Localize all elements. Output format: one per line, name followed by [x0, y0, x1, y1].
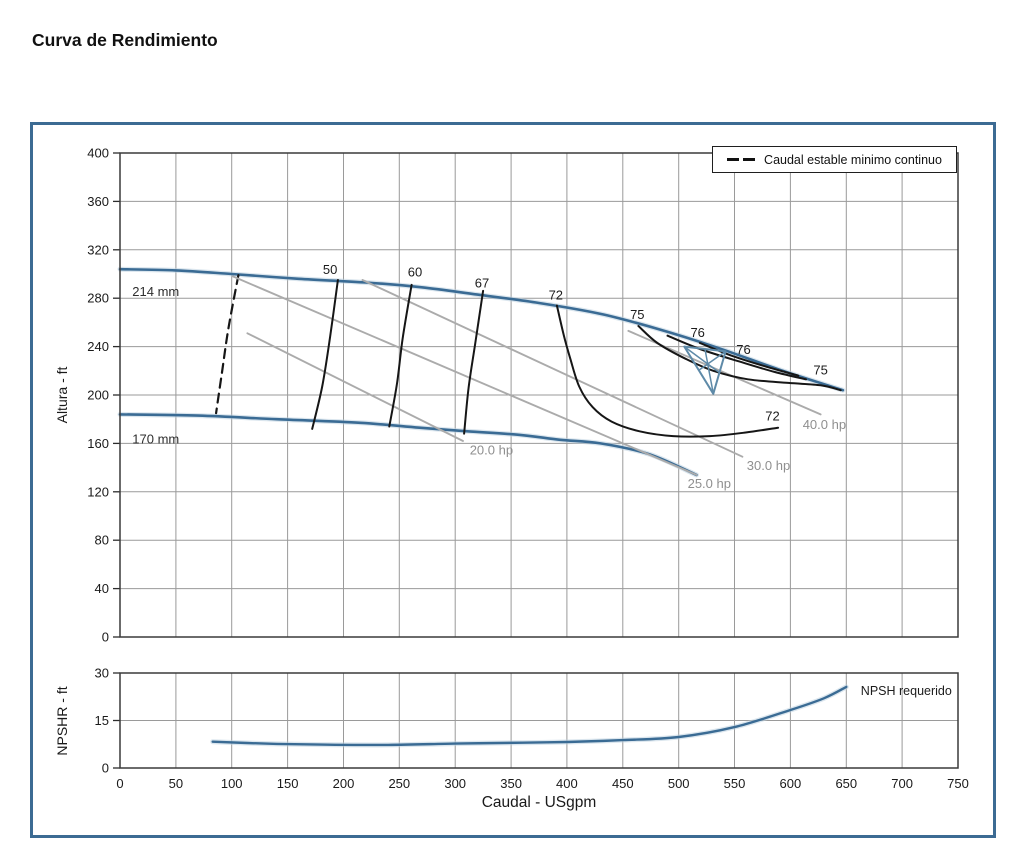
series-npsh-required [211, 685, 848, 747]
x-tick-label: 650 [835, 776, 857, 791]
y-tick-label: 200 [87, 388, 109, 403]
page-title: Curva de Rendimiento [32, 30, 218, 50]
chart-annotation: 30.0 hp [747, 458, 790, 473]
duty-point-triangle [683, 345, 727, 395]
series-power-20hp [246, 332, 464, 442]
chart-annotation: NPSH requerido [861, 684, 952, 698]
series-efficiency-50 [311, 279, 339, 430]
plot-border [119, 152, 959, 638]
y-tick-label: 30 [95, 666, 109, 681]
y-tick-label: 15 [95, 713, 109, 728]
duty-point-triangle-hatch [704, 348, 715, 394]
x-tick-label: 200 [333, 776, 355, 791]
chart-annotation: 75 [813, 362, 827, 377]
y-tick-label: 120 [87, 484, 109, 499]
legend-label: Caudal estable minimo continuo [764, 152, 942, 167]
y-tick-label: 280 [87, 291, 109, 306]
chart-annotation: 25.0 hp [688, 476, 731, 491]
y-tick-label: 0 [102, 630, 109, 645]
y-tick-label: 240 [87, 339, 109, 354]
x-tick-label: 400 [556, 776, 578, 791]
x-tick-label: 600 [780, 776, 802, 791]
x-tick-label: 500 [668, 776, 690, 791]
chart-annotation: 60 [408, 264, 422, 279]
series-min-stable-flow [215, 274, 240, 415]
x-tick-label: 700 [891, 776, 913, 791]
chart-annotation: 170 mm [132, 431, 179, 446]
chart-annotation: 50 [323, 262, 337, 277]
chart-legend: Caudal estable minimo continuo [712, 146, 957, 173]
series-halo-npsh-required [210, 684, 849, 748]
duty-point-triangle-hatch [698, 350, 727, 371]
npsh-y-axis-title: NPSHR - ft [54, 686, 70, 756]
chart-panel [30, 122, 996, 838]
y-tick-label: 400 [87, 146, 109, 161]
plot-border [119, 672, 959, 769]
y-tick-label: 160 [87, 436, 109, 451]
series-efficiency-75 [637, 325, 842, 392]
chart-annotation: 75 [630, 307, 644, 322]
series-power-25hp [231, 275, 698, 476]
x-tick-label: 50 [169, 776, 183, 791]
y-tick-label: 80 [95, 533, 109, 548]
y-tick-label: 320 [87, 242, 109, 257]
x-tick-label: 350 [500, 776, 522, 791]
x-tick-label: 300 [444, 776, 466, 791]
chart-annotation: 76 [736, 342, 750, 357]
main-y-axis-title: Altura - ft [54, 366, 70, 424]
series-efficiency-60 [388, 283, 413, 428]
chart-annotation: 67 [475, 275, 489, 290]
duty-point-triangle-hatch [683, 345, 720, 374]
x-tick-label: 550 [724, 776, 746, 791]
x-tick-label: 0 [116, 776, 123, 791]
chart-annotation: 76 [690, 325, 704, 340]
dashed-line-icon [743, 158, 756, 161]
series-efficiency-67 [463, 289, 485, 435]
series-efficiency-76-lower [698, 342, 800, 377]
dashed-line-icon [727, 158, 740, 161]
chart-annotation: 72 [765, 408, 779, 423]
series-impeller-170mm [118, 413, 698, 477]
chart-annotation: 20.0 hp [470, 442, 513, 457]
x-tick-label: 150 [277, 776, 299, 791]
x-tick-label: 750 [947, 776, 969, 791]
x-tick-label: 450 [612, 776, 634, 791]
x-tick-label: 250 [388, 776, 410, 791]
series-power-30hp [361, 279, 744, 458]
x-tick-label: 100 [221, 776, 243, 791]
x-axis-title: Caudal - USgpm [481, 794, 597, 811]
series-efficiency-72 [555, 304, 780, 438]
series-efficiency-76-upper [666, 334, 807, 381]
series-impeller-214mm [118, 267, 845, 392]
chart-annotation: 214 mm [132, 284, 179, 299]
y-tick-label: 360 [87, 194, 109, 209]
y-tick-label: 40 [95, 581, 109, 596]
chart-annotation: 72 [549, 287, 563, 302]
chart-annotation: 40.0 hp [803, 417, 846, 432]
y-tick-label: 0 [102, 761, 109, 776]
